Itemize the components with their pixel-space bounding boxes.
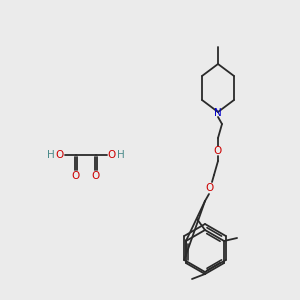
Text: O: O	[206, 183, 214, 193]
Text: O: O	[92, 171, 100, 181]
Text: H: H	[47, 150, 55, 160]
Text: O: O	[108, 150, 116, 160]
Text: H: H	[117, 150, 125, 160]
Text: N: N	[214, 108, 222, 118]
Text: O: O	[214, 146, 222, 156]
Text: O: O	[72, 171, 80, 181]
Text: O: O	[56, 150, 64, 160]
